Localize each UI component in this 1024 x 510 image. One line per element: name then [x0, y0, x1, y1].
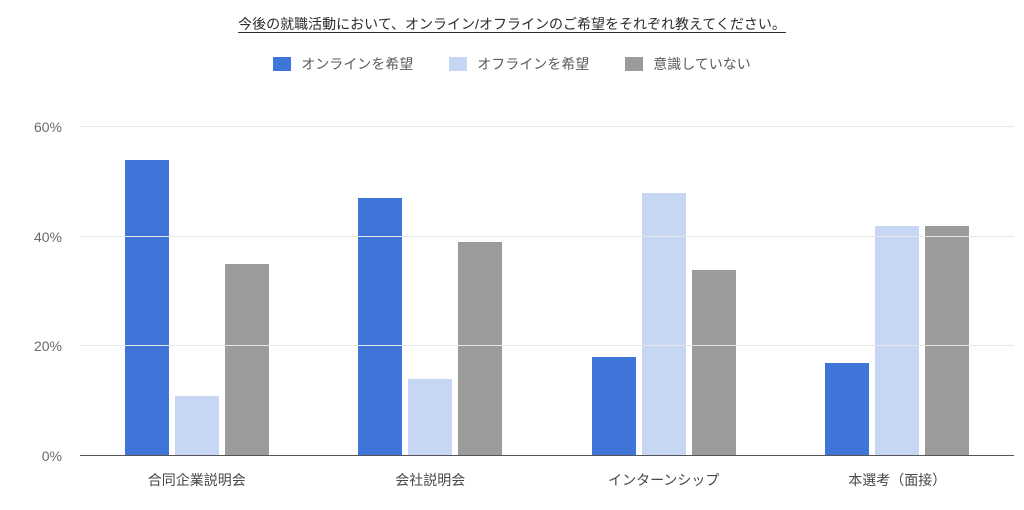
chart-title: 今後の就職活動において、オンライン/オフラインのご希望をそれぞれ教えてください。 [0, 0, 1024, 34]
bars [781, 94, 1015, 456]
y-axis-label: 20% [34, 338, 80, 354]
bar-group: インターンシップ [547, 94, 781, 456]
bars [547, 94, 781, 456]
x-axis-label: インターンシップ [547, 456, 781, 490]
bar [825, 363, 869, 456]
gridline: 40% [80, 236, 1014, 237]
bar [875, 226, 919, 456]
gridline: 0% [80, 455, 1014, 456]
legend-item: 意識していない [625, 54, 751, 74]
bar-group: 会社説明会 [314, 94, 548, 456]
plot-area: 合同企業説明会会社説明会インターンシップ本選考（面接） 0% 20% 40% 60% [80, 94, 1014, 456]
bar-groups: 合同企業説明会会社説明会インターンシップ本選考（面接） [80, 94, 1014, 456]
bar [358, 198, 402, 456]
gridline: 20% [80, 345, 1014, 346]
legend-label: オフラインを希望 [477, 54, 589, 74]
x-axis-label: 本選考（面接） [781, 456, 1015, 490]
bar [408, 379, 452, 456]
bar [692, 270, 736, 456]
x-axis-label: 合同企業説明会 [80, 456, 314, 490]
legend: オンラインを希望 オフラインを希望 意識していない [0, 54, 1024, 74]
y-axis-label: 40% [34, 229, 80, 245]
bar [592, 357, 636, 456]
bars [80, 94, 314, 456]
bar [925, 226, 969, 456]
bar [642, 193, 686, 456]
legend-label: オンラインを希望 [301, 54, 413, 74]
legend-swatch [273, 57, 291, 71]
legend-swatch [449, 57, 467, 71]
bar [458, 242, 502, 456]
bar [125, 160, 169, 456]
legend-item: オフラインを希望 [449, 54, 589, 74]
bars [314, 94, 548, 456]
bar-group: 本選考（面接） [781, 94, 1015, 456]
x-axis-label: 会社説明会 [314, 456, 548, 490]
bar [225, 264, 269, 456]
legend-label: 意識していない [653, 54, 751, 74]
bar [175, 396, 219, 456]
legend-swatch [625, 57, 643, 71]
y-axis-label: 60% [34, 119, 80, 135]
gridline: 60% [80, 126, 1014, 127]
bar-group: 合同企業説明会 [80, 94, 314, 456]
y-axis-label: 0% [42, 448, 80, 464]
chart-container: 今後の就職活動において、オンライン/オフラインのご希望をそれぞれ教えてください。… [0, 0, 1024, 510]
legend-item: オンラインを希望 [273, 54, 413, 74]
